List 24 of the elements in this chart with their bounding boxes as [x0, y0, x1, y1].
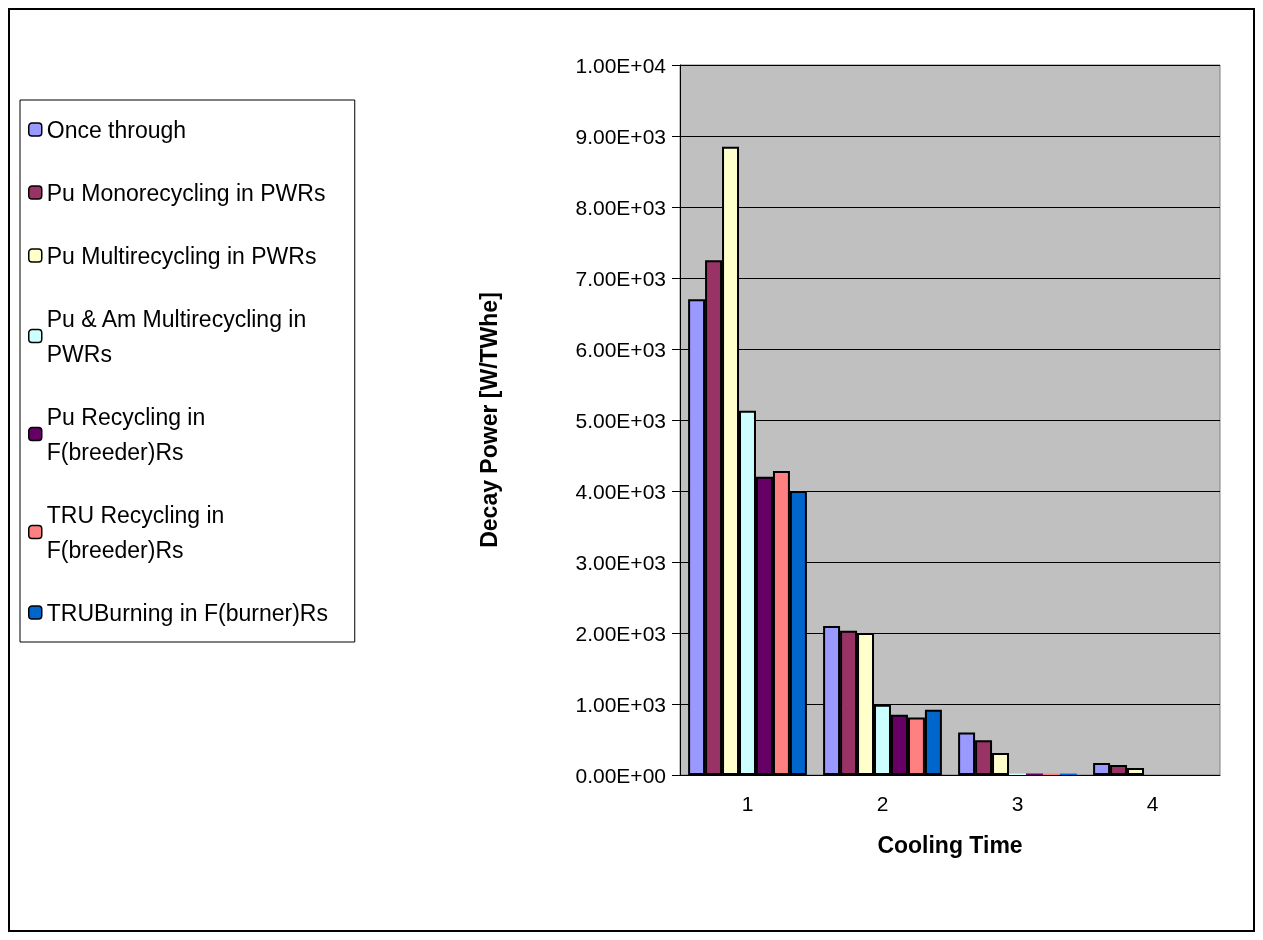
x-tick-label: 3: [1011, 792, 1024, 815]
y-tick-label: 3.00E+03: [575, 550, 666, 574]
legend-label: Once through: [46, 116, 187, 143]
legend-label: Pu Monorecycling in PWRs: [46, 179, 326, 206]
x-tick-label: 1: [741, 792, 754, 815]
y-tick-label: 7.00E+03: [575, 266, 666, 290]
y-tick-label: 8.00E+03: [575, 195, 666, 219]
x-axis-title: Cooling Time: [877, 831, 1023, 858]
y-tick-label: 4.00E+03: [575, 479, 666, 503]
y-tick-label: 0.00E+00: [575, 763, 666, 787]
y-tick-label: 1.00E+04: [575, 53, 667, 77]
legend-label: Pu Recycling in F(breeder)Rs: [46, 403, 212, 465]
x-tick-label: 2: [876, 792, 889, 815]
legend-label: Pu & Am Multirecycling in PWRs: [46, 305, 313, 367]
legend-label: TRU Recycling in F(breeder)Rs: [46, 501, 231, 563]
y-tick-label: 5.00E+03: [575, 408, 666, 432]
y-tick-label: 1.00E+03: [575, 692, 666, 716]
y-axis-title: Decay Power [W/TWhe]: [475, 292, 502, 548]
legend-label: TRUBurning in F(burner)Rs: [46, 599, 328, 626]
y-tick-label: 9.00E+03: [575, 124, 666, 148]
y-tick-label: 2.00E+03: [575, 621, 666, 645]
y-tick-label: 6.00E+03: [575, 337, 666, 361]
x-tick-label: 4: [1146, 792, 1159, 815]
legend-label: Pu Multirecycling in PWRs: [46, 242, 317, 269]
